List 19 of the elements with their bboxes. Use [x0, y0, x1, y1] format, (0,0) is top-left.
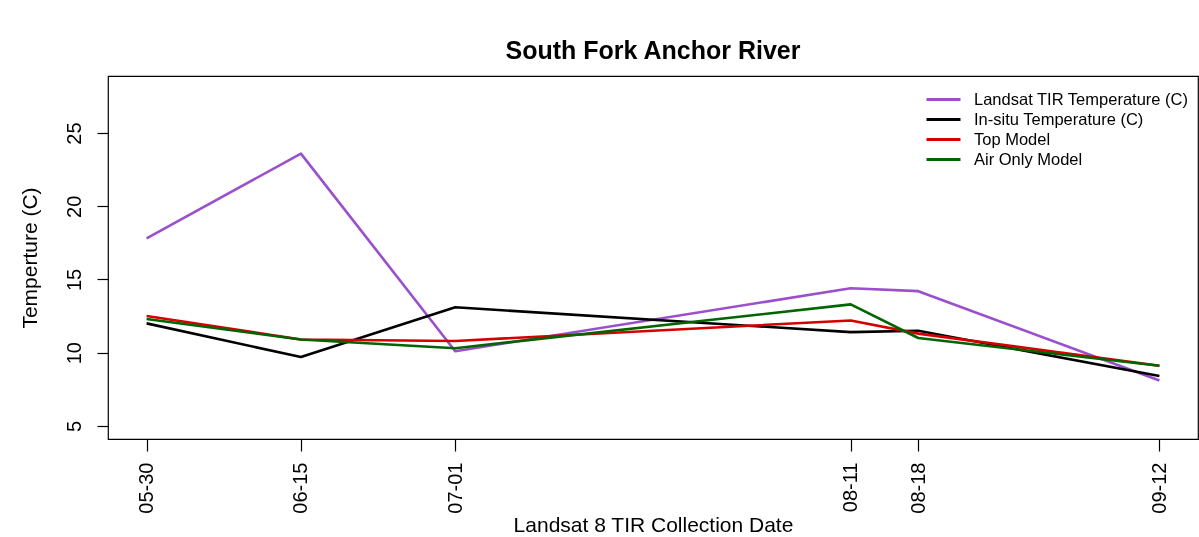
- x-tick-label: 09-12: [1147, 462, 1170, 514]
- x-axis-title: Landsat 8 TIR Collection Date: [513, 512, 794, 536]
- legend-label: In-situ Temperature (C): [974, 109, 1144, 128]
- y-axis-title: Temperture (C): [17, 187, 41, 329]
- x-tick-label: 06-15: [289, 462, 312, 514]
- y-tick-label: 15: [62, 268, 85, 292]
- legend-label: Landsat TIR Temperature (C): [974, 89, 1188, 108]
- chart-title: South Fork Anchor River: [505, 36, 801, 64]
- legend-label: Top Model: [974, 129, 1051, 148]
- legend-label: Air Only Model: [974, 149, 1083, 168]
- x-tick-label: 05-30: [135, 462, 158, 514]
- y-tick-label: 5: [62, 420, 85, 432]
- x-tick-label: 07-01: [443, 462, 466, 514]
- y-tick-label: 10: [62, 342, 85, 365]
- line-series: [145, 303, 1161, 368]
- y-tick-label: 25: [62, 122, 85, 145]
- y-tick-label: 20: [62, 195, 85, 218]
- x-tick-label: 08-18: [906, 462, 929, 514]
- x-tick-label: 08-11: [839, 462, 862, 513]
